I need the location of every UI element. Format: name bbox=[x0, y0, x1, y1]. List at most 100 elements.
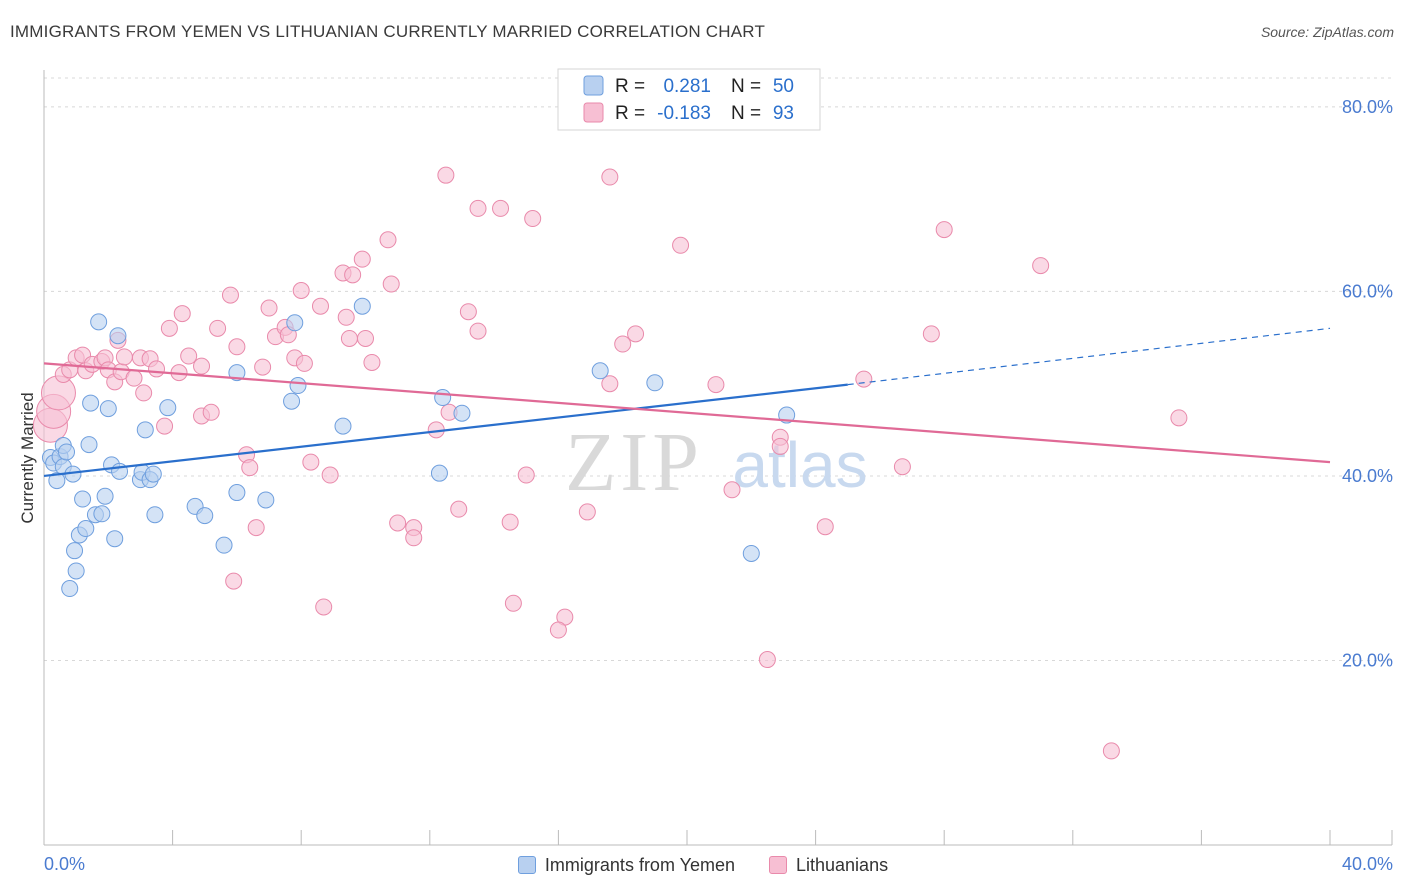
lithuanians-point-68 bbox=[501, 513, 519, 531]
lithuanians-point-89 bbox=[935, 221, 953, 239]
legend-bottom-lith-label: Lithuanians bbox=[796, 854, 889, 875]
legend-bottom: Immigrants from Yemen Lithuanians bbox=[0, 850, 1406, 880]
watermark: ZIP atlas bbox=[565, 416, 868, 509]
yemen-point-7 bbox=[61, 580, 79, 598]
lithuanians-point-80 bbox=[707, 376, 725, 394]
lithuanians-point-20 bbox=[148, 360, 166, 378]
yemen-point-19 bbox=[96, 487, 114, 505]
grid-layer bbox=[44, 77, 1392, 661]
yemen-point-13 bbox=[77, 520, 95, 538]
legend-bottom-lith-swatch bbox=[769, 856, 787, 874]
y-axis-label: Currently Married bbox=[18, 392, 37, 523]
lithuanians-point-69 bbox=[504, 594, 522, 612]
legend-bottom-yemen-label: Immigrants from Yemen bbox=[544, 854, 735, 875]
yemen-trend-line bbox=[43, 383, 848, 478]
lithuanians-point-29 bbox=[209, 319, 227, 337]
lithuanians-point-88 bbox=[922, 325, 940, 343]
lithuanians-point-32 bbox=[228, 338, 246, 356]
yemen-points bbox=[41, 297, 796, 598]
lithuanians-point-76 bbox=[601, 168, 619, 186]
yemen-point-42 bbox=[353, 297, 371, 315]
yemen-trend-extension bbox=[847, 327, 1331, 386]
yemen-point-48 bbox=[742, 544, 760, 562]
legend-lith-n-value: 93 bbox=[773, 103, 794, 124]
lithuanians-point-37 bbox=[260, 299, 278, 317]
yemen-point-43 bbox=[430, 464, 448, 482]
legend-yemen-r-label: R = bbox=[615, 76, 645, 97]
yemen-point-46 bbox=[591, 362, 609, 380]
yemen-point-27 bbox=[136, 421, 154, 439]
lithuanians-point-90 bbox=[1032, 257, 1050, 275]
lithuanians-point-71 bbox=[524, 210, 542, 228]
lithuanians-point-47 bbox=[321, 466, 339, 484]
watermark-zip: ZIP bbox=[565, 416, 703, 509]
lithuanians-point-45 bbox=[311, 297, 329, 315]
lithuanians-point-73 bbox=[549, 621, 567, 639]
legend-top: R = 0.281 N = 50 R = -0.183 N = 93 bbox=[557, 68, 821, 131]
yemen-point-34 bbox=[215, 536, 233, 554]
lithuanians-trend-line bbox=[43, 362, 1331, 464]
yemen-point-41 bbox=[334, 417, 352, 435]
yemen-point-45 bbox=[453, 404, 471, 422]
x-tick-label-0: 0.0% bbox=[44, 854, 85, 874]
y-tick-label-20: 20.0% bbox=[1342, 650, 1393, 670]
lithuanians-point-51 bbox=[344, 266, 362, 284]
lithuanians-point-22 bbox=[160, 319, 178, 337]
lithuanians-point-31 bbox=[225, 572, 243, 590]
legend-yemen-swatch bbox=[583, 75, 604, 96]
lithuanians-point-18 bbox=[135, 384, 153, 402]
yemen-point-20 bbox=[99, 400, 117, 418]
yemen-point-10 bbox=[67, 562, 85, 580]
lithuanians-point-28 bbox=[202, 403, 220, 421]
lithuanians-point-15 bbox=[115, 348, 133, 366]
lithuanians-point-46 bbox=[315, 598, 333, 616]
source-label: Source: ZipAtlas.com bbox=[1260, 24, 1394, 40]
lithuanians-point-79 bbox=[672, 236, 690, 254]
lithuanians-point-50 bbox=[340, 329, 358, 347]
lithuanians-point-43 bbox=[295, 354, 313, 372]
yemen-point-44 bbox=[434, 389, 452, 407]
lithuanians-point-42 bbox=[292, 282, 310, 300]
yemen-point-38 bbox=[283, 392, 301, 410]
legend-lith-swatch bbox=[583, 102, 604, 123]
yemen-point-23 bbox=[109, 327, 127, 345]
lithuanians-point-75 bbox=[601, 375, 619, 393]
lithuanians-point-91 bbox=[1102, 742, 1120, 760]
yemen-point-22 bbox=[106, 530, 124, 548]
y-tick-label-60: 60.0% bbox=[1342, 281, 1393, 301]
lithuanians-point-44 bbox=[302, 453, 320, 471]
legend-lith-n-label: N = bbox=[731, 103, 761, 124]
yemen-point-37 bbox=[257, 491, 275, 509]
yemen-point-12 bbox=[74, 490, 92, 508]
lithuanians-point-52 bbox=[353, 250, 371, 268]
lithuanians-point-62 bbox=[450, 500, 468, 518]
lithuanians-point-21 bbox=[156, 417, 174, 435]
lithuanians-point-92 bbox=[1170, 409, 1188, 427]
trend-lines bbox=[43, 327, 1331, 478]
lithuanians-point-65 bbox=[469, 322, 487, 340]
yemen-point-18 bbox=[93, 505, 111, 523]
lithuanians-point-84 bbox=[771, 437, 789, 455]
legend-yemen-r-value: 0.281 bbox=[663, 76, 711, 97]
lithuanians-point-81 bbox=[723, 481, 741, 499]
legend-bottom-yemen-swatch bbox=[517, 856, 536, 874]
legend-item-lithuanians: Lithuanians bbox=[769, 855, 888, 876]
lithuanians-point-59 bbox=[405, 529, 423, 547]
lithuanians-point-85 bbox=[816, 518, 834, 536]
y-tick-label-40: 40.0% bbox=[1342, 466, 1393, 486]
lithuanians-point-67 bbox=[492, 199, 510, 217]
yemen-point-36 bbox=[228, 364, 246, 382]
yemen-point-15 bbox=[82, 394, 100, 412]
lithuanians-point-35 bbox=[247, 519, 265, 537]
lithuanians-point-63 bbox=[437, 166, 455, 184]
yemen-point-39 bbox=[286, 314, 304, 332]
yemen-point-14 bbox=[80, 436, 98, 454]
legend-lith-r-value: -0.183 bbox=[657, 103, 711, 124]
legend-yemen-n-value: 50 bbox=[773, 76, 794, 97]
yemen-point-6 bbox=[58, 443, 76, 461]
lithuanians-point-82 bbox=[758, 651, 776, 669]
yemen-point-35 bbox=[228, 484, 246, 502]
lithuanians-point-53 bbox=[357, 329, 374, 347]
y-tick-label-80: 80.0% bbox=[1342, 97, 1393, 117]
